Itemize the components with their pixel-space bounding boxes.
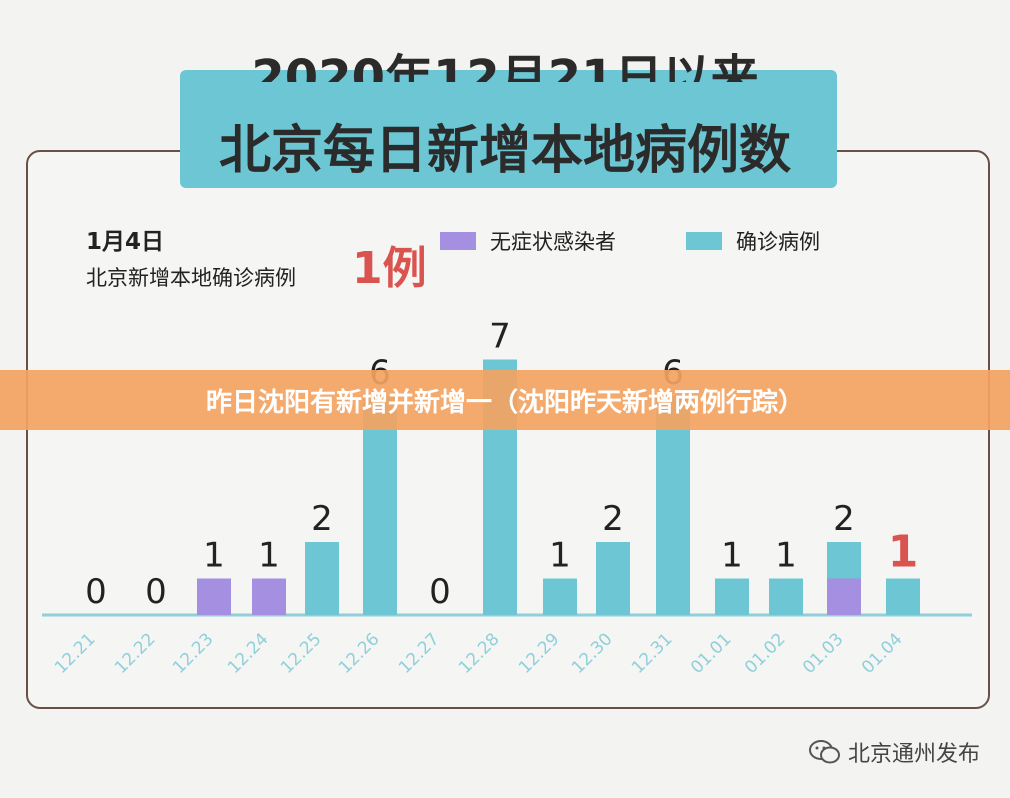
x-tick-01.02: 01.02 — [741, 629, 790, 678]
x-tick-01.01: 01.01 — [687, 629, 736, 678]
x-tick-12.26: 12.26 — [335, 629, 384, 678]
x-tick-12.27: 12.27 — [395, 629, 444, 678]
bar-12.29-confirmed — [543, 578, 577, 615]
bar-12.25-confirmed — [305, 542, 339, 615]
x-tick-12.30: 12.30 — [568, 629, 617, 678]
data-label-01.02: 1 — [775, 536, 797, 576]
title-banner-front — [180, 82, 837, 188]
x-tick-12.23: 12.23 — [169, 629, 218, 678]
data-label-12.21: 0 — [85, 572, 107, 612]
legend-label-asymptomatic: 无症状感染者 — [490, 230, 616, 254]
wechat-icon — [808, 740, 840, 764]
data-label-01.04: 1 — [888, 527, 919, 578]
x-tick-12.24: 12.24 — [224, 629, 273, 678]
info-count: 1例 — [352, 243, 427, 294]
x-tick-12.29: 12.29 — [515, 629, 564, 678]
bar-01.04-confirmed — [886, 578, 920, 615]
chart-title-line2: 北京每日新增本地病例数 — [218, 121, 791, 181]
legend-swatch-confirmed — [686, 232, 722, 250]
data-label-01.03: 2 — [833, 499, 855, 539]
bar-01.03-confirmed — [827, 542, 861, 579]
info-text: 北京新增本地确诊病例 — [86, 266, 296, 290]
x-tick-12.31: 12.31 — [628, 629, 677, 678]
legend-swatch-asymptomatic — [440, 232, 476, 250]
legend-label-confirmed: 确诊病例 — [736, 230, 820, 254]
legend-confirmed: 确诊病例 — [686, 229, 820, 254]
x-tick-01.04: 01.04 — [858, 629, 907, 678]
x-tick-12.21: 12.21 — [51, 629, 100, 678]
x-tick-01.03: 01.03 — [799, 629, 848, 678]
bar-01.02-confirmed — [769, 578, 803, 615]
bar-01.03-asymptomatic — [827, 578, 861, 615]
bar-01.01-confirmed — [715, 578, 749, 615]
data-label-12.28: 7 — [489, 317, 511, 357]
x-tick-12.22: 12.22 — [111, 629, 160, 678]
data-label-12.27: 0 — [429, 572, 451, 612]
bar-12.24-asymptomatic — [252, 578, 286, 615]
banner-text: 昨日沈阳有新增并新增一（沈阳昨天新增两例行踪） — [205, 387, 804, 418]
x-tick-12.28: 12.28 — [455, 629, 504, 678]
info-date: 1月4日 — [86, 229, 165, 255]
bar-12.26-confirmed — [363, 396, 397, 615]
data-label-12.30: 2 — [602, 499, 624, 539]
data-label-12.29: 1 — [549, 536, 571, 576]
data-label-01.01: 1 — [721, 536, 743, 576]
watermark-text: 北京通州发布 — [847, 742, 980, 767]
data-label-12.25: 2 — [311, 499, 333, 539]
bar-12.31-confirmed — [656, 396, 690, 615]
legend-asymptomatic: 无症状感染者 — [440, 229, 616, 254]
news-banner: 昨日沈阳有新增并新增一（沈阳昨天新增两例行踪） — [0, 370, 1010, 430]
watermark: 北京通州发布 — [808, 736, 980, 768]
data-label-12.24: 1 — [258, 536, 280, 576]
x-tick-12.25: 12.25 — [277, 629, 326, 678]
data-label-12.22: 0 — [145, 572, 167, 612]
data-label-12.23: 1 — [203, 536, 225, 576]
bar-12.23-asymptomatic — [197, 578, 231, 615]
bar-12.30-confirmed — [596, 542, 630, 615]
